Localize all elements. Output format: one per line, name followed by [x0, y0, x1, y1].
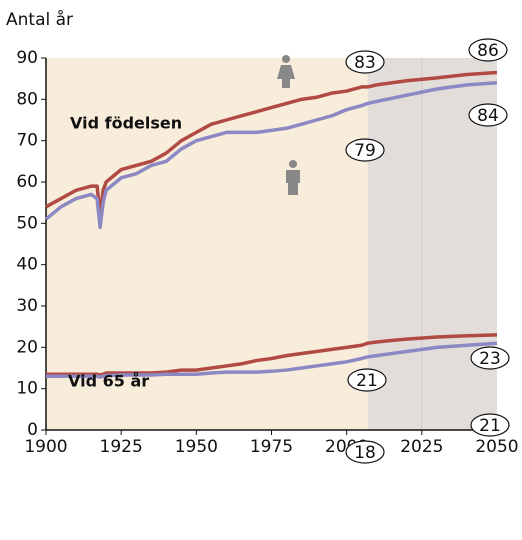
x-tick-label: 1925 [100, 437, 143, 457]
annotation-circle [347, 368, 387, 392]
annotation: 79 [354, 141, 376, 161]
annotation: Vid födelsen [70, 114, 182, 133]
annotation: 83 [354, 53, 376, 73]
x-tick-label: 1950 [175, 437, 218, 457]
y-tick-label: 80 [16, 89, 38, 109]
annotation-circle [345, 440, 385, 464]
y-tick-label: 50 [16, 213, 38, 233]
annotation: 21 [479, 416, 501, 436]
annotation-circle [468, 38, 508, 62]
y-tick-label: 20 [16, 337, 38, 357]
annotation: 84 [477, 106, 499, 126]
annotation: 86 [477, 41, 499, 61]
female-icon [277, 55, 295, 88]
annotation-circle [468, 103, 508, 127]
y-tick-label: 70 [16, 131, 38, 151]
y-tick-label: 40 [16, 255, 38, 275]
annotation: 23 [479, 349, 501, 369]
series-line [46, 341, 498, 379]
y-tick-label: 10 [16, 379, 38, 399]
annotation-circle [470, 413, 510, 437]
y-tick-label: 30 [16, 296, 38, 316]
x-tick-label: 2025 [400, 437, 443, 457]
y-tick-label: 60 [16, 172, 38, 192]
x-tick-label: 2050 [475, 437, 518, 457]
annotation-circle [345, 138, 385, 162]
annotation: 18 [354, 443, 376, 463]
x-tick-label: 1900 [24, 437, 67, 457]
annotation: Vid 65 år [68, 372, 149, 391]
y-tick-label: 90 [16, 48, 38, 68]
male-icon [286, 160, 300, 195]
series-line [44, 81, 498, 230]
annotation-circle [470, 346, 510, 370]
y-tick-label: 0 [27, 420, 38, 440]
series-line [46, 333, 498, 377]
annotation-circle [345, 50, 385, 74]
annotation: 21 [356, 371, 378, 391]
y-axis-label: Antal år [6, 9, 73, 30]
x-tick-label: 1975 [250, 437, 293, 457]
